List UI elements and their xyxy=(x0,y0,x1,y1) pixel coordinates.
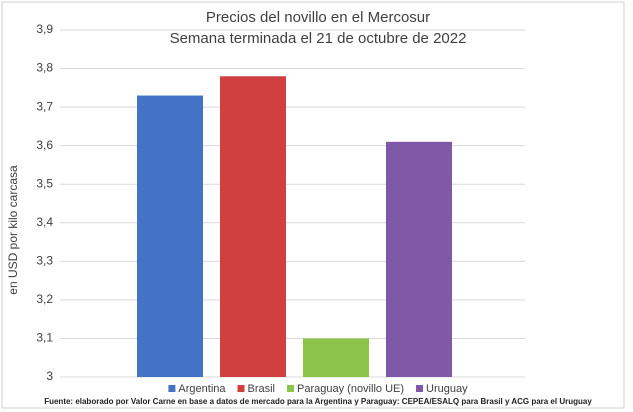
legend-swatch xyxy=(168,385,176,392)
chart-subtitle: Semana terminada el 21 de octubre de 202… xyxy=(170,30,467,47)
y-tick-label: 3,9 xyxy=(36,22,53,36)
y-tick-label: 3,8 xyxy=(36,61,53,75)
chart-title: Precios del novillo en el Mercosur xyxy=(206,9,430,26)
legend-label: Uruguay xyxy=(426,383,468,395)
legend-swatch xyxy=(287,385,295,392)
bar xyxy=(220,76,286,378)
legend-swatch xyxy=(237,385,245,392)
legend-swatch xyxy=(416,385,424,392)
y-tick-label: 3 xyxy=(46,369,53,383)
y-tick-label: 3,6 xyxy=(36,138,53,152)
bar xyxy=(386,141,452,377)
y-tick-label: 3,1 xyxy=(36,331,53,345)
y-axis-label: en USD por kilo carcasa xyxy=(6,165,20,295)
legend-label: Brasil xyxy=(248,383,276,395)
legend-label: Paraguay (novillo UE) xyxy=(297,383,404,395)
y-tick-label: 3,3 xyxy=(36,254,53,268)
y-tick-label: 3,2 xyxy=(36,292,53,306)
y-tick-label: 3,4 xyxy=(36,215,53,229)
y-tick-label: 3,5 xyxy=(36,176,53,190)
bar xyxy=(303,338,369,377)
source-note: Fuente: elaborado por Valor Carne en bas… xyxy=(44,397,592,406)
bar xyxy=(137,95,203,378)
y-tick-label: 3,7 xyxy=(36,99,53,113)
legend-label: Argentina xyxy=(178,383,226,395)
